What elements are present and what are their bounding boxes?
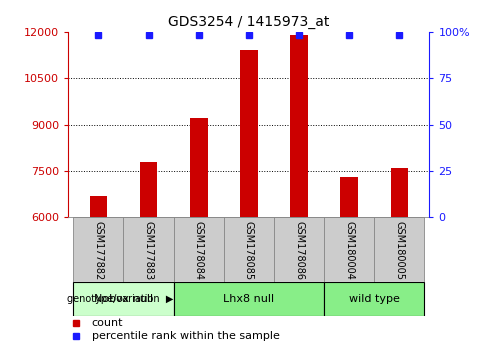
Bar xyxy=(341,177,358,217)
Bar xyxy=(224,217,274,282)
Bar xyxy=(324,217,374,282)
Bar xyxy=(190,118,207,217)
Bar xyxy=(290,35,308,217)
Text: GSM180004: GSM180004 xyxy=(344,221,354,279)
Bar xyxy=(140,162,157,217)
Bar xyxy=(123,217,174,282)
Bar xyxy=(390,168,408,217)
Bar xyxy=(174,217,224,282)
Text: GSM178084: GSM178084 xyxy=(194,221,203,280)
Text: GSM177883: GSM177883 xyxy=(143,221,154,280)
Text: Lhx8 null: Lhx8 null xyxy=(224,294,274,304)
Bar xyxy=(240,50,258,217)
Bar xyxy=(73,217,123,282)
Bar xyxy=(73,282,174,315)
Text: GSM177882: GSM177882 xyxy=(93,221,103,280)
Text: genotype/variation  ▶: genotype/variation ▶ xyxy=(67,294,174,304)
Bar xyxy=(374,217,425,282)
Text: percentile rank within the sample: percentile rank within the sample xyxy=(92,331,280,341)
Text: wild type: wild type xyxy=(349,294,400,304)
Bar xyxy=(274,217,324,282)
Bar xyxy=(174,282,324,315)
Text: GSM178086: GSM178086 xyxy=(294,221,304,280)
Text: GSM180005: GSM180005 xyxy=(394,221,405,280)
Bar xyxy=(90,196,107,217)
Text: Nobox null: Nobox null xyxy=(94,294,153,304)
Title: GDS3254 / 1415973_at: GDS3254 / 1415973_at xyxy=(168,16,329,29)
Text: GSM178085: GSM178085 xyxy=(244,221,254,280)
Bar xyxy=(324,282,425,315)
Text: count: count xyxy=(92,318,123,327)
